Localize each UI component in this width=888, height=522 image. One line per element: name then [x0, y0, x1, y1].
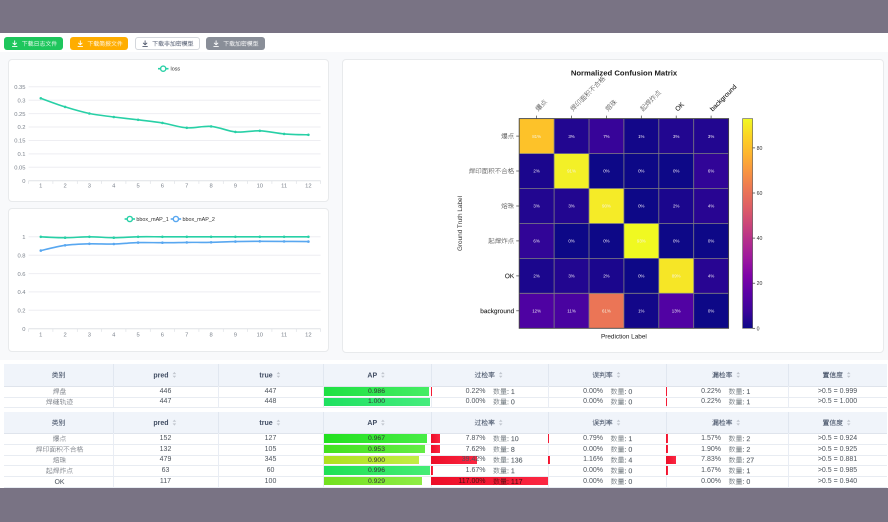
svg-text:10: 10	[257, 183, 263, 189]
svg-text:5: 5	[136, 333, 139, 339]
svg-text:8: 8	[209, 183, 212, 189]
svg-text:89%: 89%	[672, 274, 681, 279]
svg-text:2%: 2%	[673, 204, 679, 209]
svg-text:7%: 7%	[603, 134, 609, 139]
svg-text:61%: 61%	[602, 309, 611, 314]
svg-text:7: 7	[185, 333, 188, 339]
svg-text:60: 60	[757, 191, 763, 197]
svg-text:0.1: 0.1	[17, 152, 25, 158]
svg-text:0.25: 0.25	[14, 112, 25, 118]
svg-text:0%: 0%	[708, 239, 714, 244]
svg-text:1: 1	[39, 183, 42, 189]
svg-text:0%: 0%	[638, 274, 644, 279]
svg-text:2: 2	[63, 183, 66, 189]
svg-text:9: 9	[234, 183, 237, 189]
svg-text:6: 6	[161, 333, 164, 339]
svg-text:6%: 6%	[533, 239, 539, 244]
svg-text:20: 20	[757, 281, 763, 287]
svg-text:3: 3	[88, 333, 91, 339]
svg-text:12%: 12%	[532, 309, 541, 314]
svg-text:0.15: 0.15	[14, 139, 25, 145]
svg-text:1: 1	[39, 333, 42, 339]
svg-text:93%: 93%	[637, 239, 646, 244]
svg-text:Normalized Confusion Matrix: Normalized Confusion Matrix	[571, 69, 678, 78]
svg-text:3%: 3%	[533, 204, 539, 209]
svg-text:90%: 90%	[602, 204, 611, 209]
svg-text:3%: 3%	[568, 134, 574, 139]
svg-text:4: 4	[112, 183, 116, 189]
svg-text:12: 12	[305, 183, 311, 189]
svg-text:0.05: 0.05	[14, 166, 25, 172]
svg-text:0%: 0%	[708, 309, 714, 314]
svg-text:4%: 4%	[708, 274, 714, 279]
svg-text:0%: 0%	[638, 204, 644, 209]
svg-text:0%: 0%	[673, 239, 679, 244]
svg-text:7: 7	[185, 183, 188, 189]
svg-text:2%: 2%	[533, 274, 539, 279]
svg-text:0%: 0%	[673, 169, 679, 174]
svg-text:11%: 11%	[567, 309, 576, 314]
svg-text:0: 0	[757, 326, 760, 332]
svg-text:1: 1	[22, 235, 25, 241]
svg-text:11: 11	[281, 183, 287, 189]
svg-text:9: 9	[234, 333, 237, 339]
svg-text:8: 8	[209, 333, 212, 339]
svg-text:0%: 0%	[603, 239, 609, 244]
svg-text:0.4: 0.4	[17, 290, 26, 296]
svg-text:4: 4	[112, 333, 116, 339]
svg-text:bbox_mAP_1: bbox_mAP_1	[136, 217, 168, 223]
svg-text:6%: 6%	[708, 169, 714, 174]
svg-text:0.6: 0.6	[17, 272, 25, 278]
svg-text:3%: 3%	[708, 134, 714, 139]
svg-text:0.35: 0.35	[14, 85, 25, 91]
svg-text:3%: 3%	[568, 274, 574, 279]
svg-text:1%: 1%	[638, 309, 644, 314]
svg-text:0: 0	[22, 327, 25, 333]
svg-text:6: 6	[161, 183, 164, 189]
svg-text:3: 3	[88, 183, 91, 189]
svg-text:Prediction Label: Prediction Label	[601, 334, 647, 341]
svg-text:bbox_mAP_2: bbox_mAP_2	[183, 217, 215, 223]
svg-text:0%: 0%	[638, 169, 644, 174]
svg-text:12: 12	[305, 333, 311, 339]
svg-text:2%: 2%	[603, 274, 609, 279]
svg-text:3%: 3%	[673, 134, 679, 139]
svg-text:2%: 2%	[533, 169, 539, 174]
svg-text:4%: 4%	[708, 204, 714, 209]
svg-text:91%: 91%	[567, 169, 576, 174]
svg-text:40: 40	[757, 236, 763, 242]
svg-text:0.2: 0.2	[17, 125, 25, 131]
svg-text:11: 11	[281, 333, 287, 339]
svg-text:0.2: 0.2	[17, 309, 25, 315]
svg-text:80: 80	[757, 146, 763, 152]
svg-text:0: 0	[22, 179, 25, 185]
svg-text:0.3: 0.3	[17, 98, 25, 104]
svg-text:3%: 3%	[568, 204, 574, 209]
svg-text:0.8: 0.8	[17, 253, 25, 259]
svg-text:5: 5	[136, 183, 139, 189]
svg-text:81%: 81%	[532, 134, 541, 139]
svg-text:0%: 0%	[603, 169, 609, 174]
svg-text:1%: 1%	[638, 134, 644, 139]
svg-text:2: 2	[63, 333, 66, 339]
svg-text:Ground Truth Label: Ground Truth Label	[457, 196, 464, 251]
svg-text:0%: 0%	[568, 239, 574, 244]
svg-text:13%: 13%	[672, 309, 681, 314]
svg-text:loss: loss	[171, 67, 181, 73]
svg-text:10: 10	[257, 333, 263, 339]
